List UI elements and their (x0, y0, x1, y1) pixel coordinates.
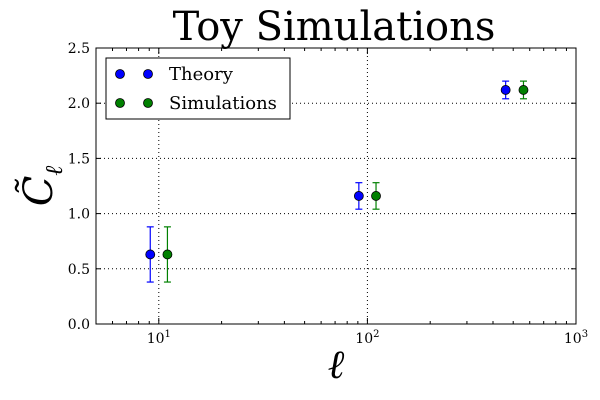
legend-label-theory: Theory (169, 64, 234, 85)
chart-title: Toy Simulations (173, 4, 496, 50)
y-axis-label-main: C̃ (15, 176, 62, 207)
y-tick-label: 0.0 (68, 317, 90, 333)
point-theory (353, 191, 364, 201)
point-theory (145, 249, 156, 260)
y-axis-label-sub: ℓ (40, 166, 68, 176)
svg-text:C̃ℓ: C̃ℓ (15, 166, 68, 207)
legend-marker-simulations (143, 98, 153, 108)
y-axis-label: C̃ℓ (15, 166, 68, 207)
legend-marker-simulations (115, 98, 125, 108)
y-tick-label: 0.5 (68, 262, 90, 278)
legend-marker-theory (143, 69, 153, 79)
axis-ticks: 0.0 0.5 1.0 1.5 2.0 2.5 101 102 103 (68, 41, 588, 347)
legend: Theory Simulations (105, 57, 291, 120)
point-simulations (371, 191, 381, 201)
point-simulations (518, 85, 529, 95)
data-marks (145, 80, 529, 283)
point-simulations (162, 249, 173, 260)
x-tick-label: 101 (147, 329, 171, 347)
plot-frame (95, 47, 577, 325)
y-tick-label: 1.5 (68, 151, 90, 167)
legend-box (105, 57, 291, 120)
legend-label-simulations: Simulations (169, 93, 277, 114)
y-tick-label: 2.5 (68, 41, 90, 57)
point-theory (500, 85, 511, 95)
x-axis-label: ℓ (328, 342, 345, 388)
y-tick-label: 2.0 (68, 96, 90, 112)
y-tick-label: 1.0 (68, 207, 90, 223)
legend-marker-theory (115, 69, 125, 79)
x-tick-label: 103 (564, 329, 588, 347)
x-tick-label: 102 (355, 329, 379, 347)
